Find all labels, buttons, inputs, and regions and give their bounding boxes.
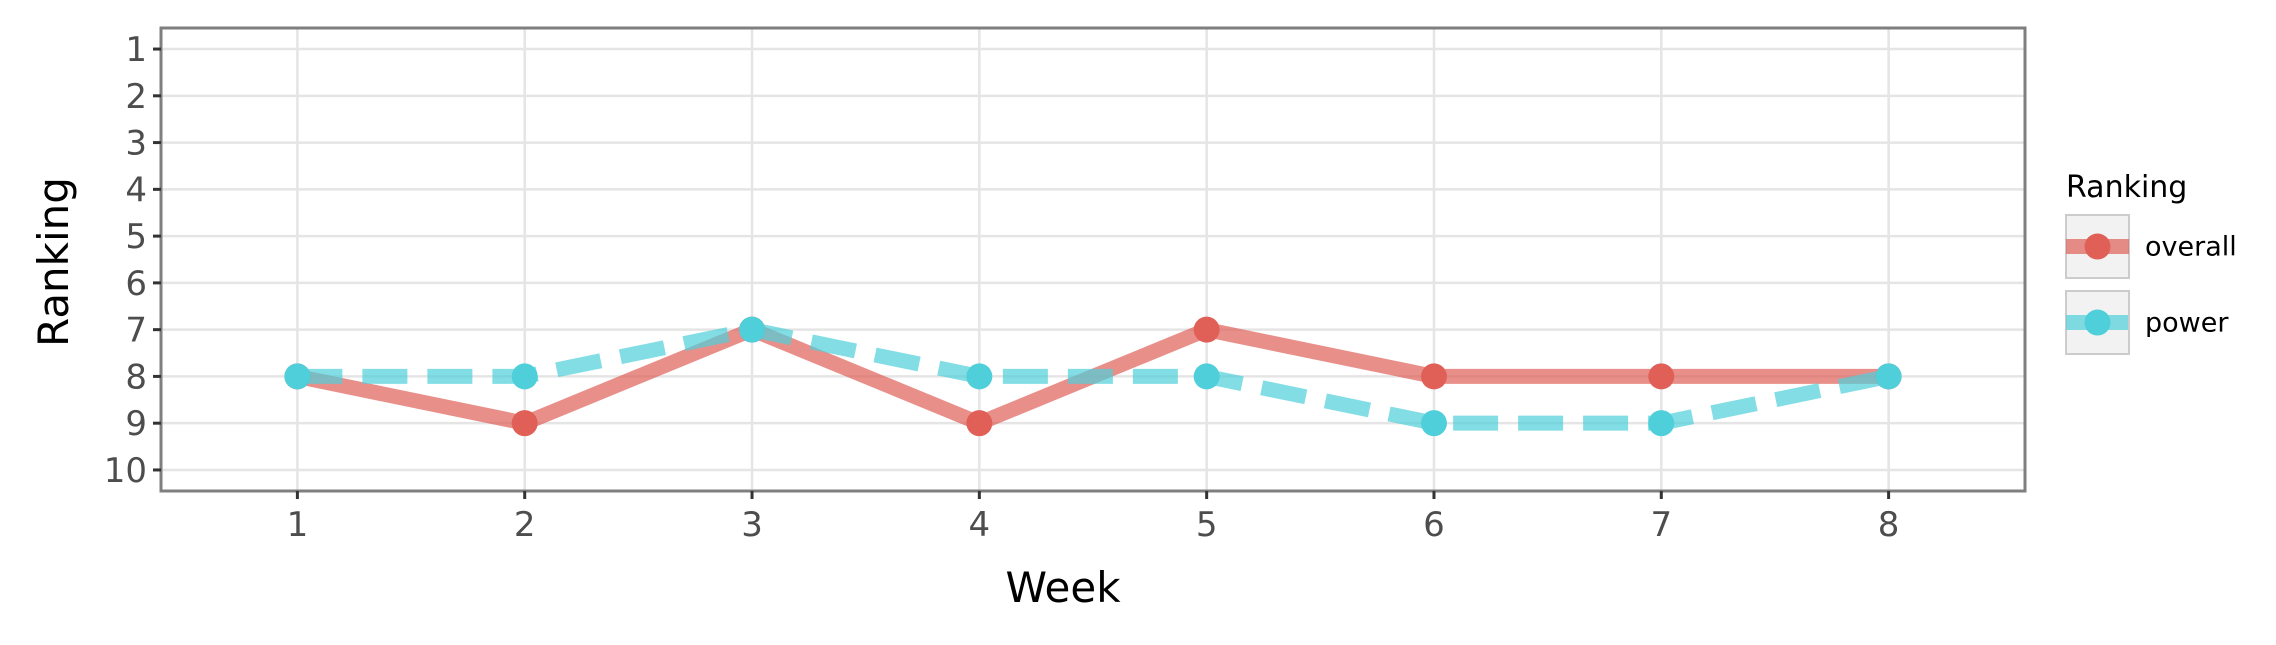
series-layer [284,316,1902,437]
data-point-power [1193,363,1220,390]
y-tick-label: 7 [125,311,147,351]
data-point-overall [1648,363,1675,390]
y-tick-label: 4 [125,170,147,210]
series-line-power [297,322,1891,431]
data-point-power [1648,410,1675,437]
legend-title: Ranking [2066,170,2187,205]
x-tick-label: 6 [1423,505,1445,545]
data-point-power [511,363,538,390]
x-tick-label: 7 [1650,505,1672,545]
y-tick-label: 6 [125,264,147,304]
legend-items: overall power [2065,214,2237,355]
x-tick-label: 3 [741,505,763,545]
data-point-power [966,363,993,390]
y-tick-label: 10 [104,451,147,491]
data-point-power [284,363,311,390]
data-point-overall [966,410,993,437]
y-axis-label: Ranking [29,177,78,347]
plot-panel [161,28,2025,491]
axes: 1 2 3 4 5 6 7 8 1 2 3 4 5 6 7 8 9 10 [104,26,2027,545]
legend-label-overall: overall [2145,232,2237,263]
y-tick-label: 9 [125,404,147,444]
y-tick-label: 5 [125,217,147,257]
data-point-power [739,316,766,343]
x-tick-label: 8 [1878,505,1900,545]
x-axis-label: Week [1005,563,1121,612]
legend-marker-power [2084,309,2111,336]
y-tick-label: 3 [125,124,147,164]
data-point-power [1875,363,1902,390]
x-tick-label: 4 [969,505,991,545]
y-tick-label: 8 [125,357,147,397]
legend: Ranking overall power [2065,170,2237,355]
y-tick-label: 1 [125,30,147,70]
x-tick-label: 2 [514,505,536,545]
y-tick-label: 2 [125,77,147,117]
legend-marker-overall [2084,233,2111,260]
data-point-overall [1193,316,1220,343]
x-tick-label: 5 [1196,505,1218,545]
legend-label-power: power [2145,308,2229,339]
x-tick-label: 1 [287,505,309,545]
data-point-overall [511,410,538,437]
data-point-power [1420,410,1447,437]
plot-border [159,26,2027,493]
data-point-overall [1420,363,1447,390]
grid [161,28,2025,491]
